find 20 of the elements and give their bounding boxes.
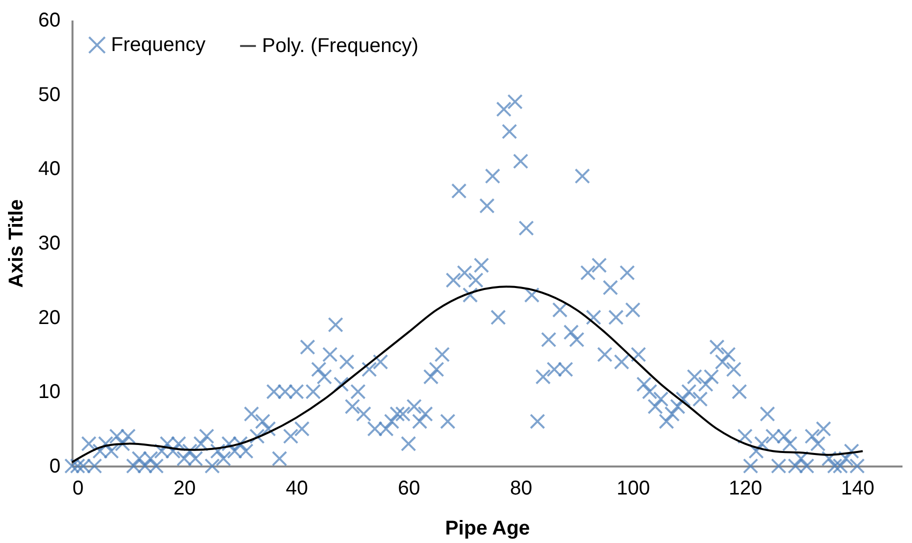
x-tick-label: 20 [174,478,196,500]
x-tick-label: 100 [616,478,650,500]
y-axis-title: Axis Title [5,199,28,288]
y-tick-label: 30 [38,232,60,254]
x-tick-label: 0 [72,478,84,500]
x-tick-label: 80 [510,478,532,500]
y-tick-label: 40 [38,158,60,180]
y-tick-label: 60 [38,10,60,32]
x-tick-label: 120 [728,478,762,500]
y-tick-label: 0 [49,456,60,478]
y-tick-label: 50 [38,84,60,106]
line-series [71,286,864,464]
x-tick-label: 140 [840,478,874,500]
legend-label: Poly. (Frequency) [262,35,418,57]
y-tick-label: 20 [38,306,60,329]
x-tick-label: 40 [286,478,308,500]
legend-label: Frequency [111,34,206,56]
x-axis-title: Pipe Age [445,518,530,540]
x-tick-label: 60 [398,478,420,500]
y-tick-label: 10 [38,381,60,404]
